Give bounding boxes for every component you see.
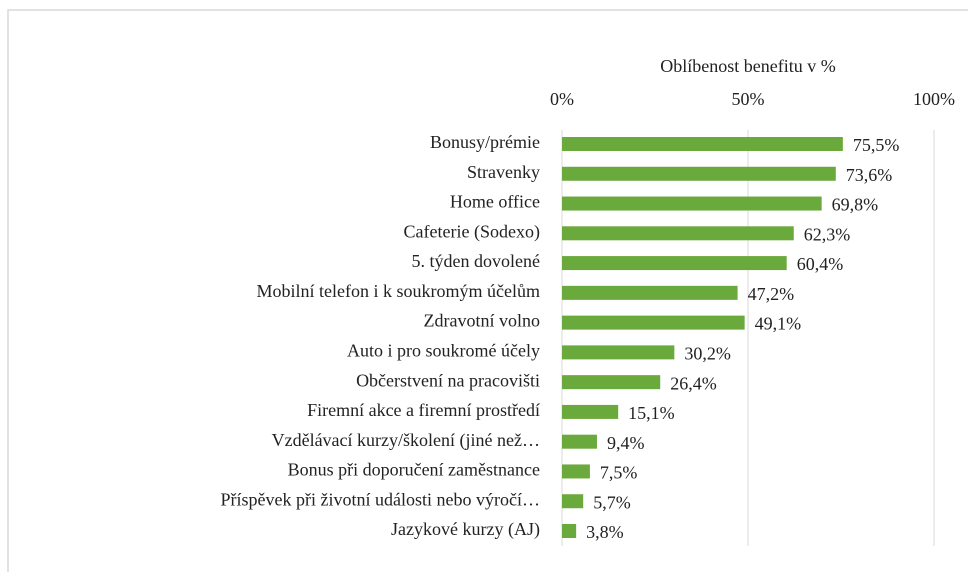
chart-frame (7, 9, 968, 572)
bar (562, 226, 794, 241)
chart-title: Oblíbenost benefitu v % (660, 56, 835, 76)
bar (562, 196, 822, 211)
bar (562, 375, 661, 390)
value-label: 75,5% (853, 135, 900, 155)
bar (562, 404, 619, 419)
y-tick-label: Jazykové kurzy (AJ) (391, 519, 540, 540)
bar (562, 256, 787, 271)
bar (562, 524, 577, 538)
y-tick-label: Zdravotní volno (424, 311, 540, 331)
bar (562, 494, 584, 509)
y-tick-label: Občerstvení na pracovišti (356, 370, 540, 390)
value-label: 9,4% (607, 433, 645, 453)
y-tick-label: Auto i pro soukromé účely (347, 341, 540, 361)
x-tick-label: 0% (550, 89, 574, 109)
y-tick-label: Bonus při doporučení zaměstnance (288, 460, 540, 480)
value-label: 7,5% (600, 463, 638, 483)
value-label: 30,2% (684, 344, 731, 364)
y-tick-label: 5. týden dovolené (412, 251, 540, 271)
value-label: 26,4% (670, 373, 717, 393)
value-label: 15,1% (628, 403, 675, 423)
y-tick-label: Bonusy/prémie (430, 132, 540, 152)
bar (562, 464, 590, 479)
value-label: 73,6% (846, 165, 893, 185)
y-tick-label: Cafeterie (Sodexo) (404, 221, 540, 242)
x-tick-label: 100% (913, 89, 955, 109)
bar (562, 315, 745, 330)
bar (562, 285, 738, 300)
value-label: 69,8% (832, 195, 879, 215)
bar (562, 434, 597, 449)
y-tick-label: Vzdělávací kurzy/školení (jiné než… (272, 430, 540, 451)
value-label: 47,2% (748, 284, 795, 304)
bar (562, 166, 836, 181)
value-label: 62,3% (804, 224, 851, 244)
value-label: 5,7% (593, 492, 631, 512)
bar (562, 137, 843, 151)
value-label: 60,4% (797, 254, 844, 274)
y-tick-label: Firemní akce a firemní prostředí (307, 400, 540, 420)
bar (562, 345, 675, 360)
y-tick-label: Home office (450, 192, 540, 212)
y-tick-label: Příspěvek při životní události nebo výro… (221, 489, 540, 509)
x-tick-label: 50% (732, 89, 765, 109)
value-label: 3,8% (586, 522, 624, 542)
value-label: 49,1% (755, 314, 802, 334)
y-tick-label: Stravenky (467, 162, 540, 182)
y-tick-label: Mobilní telefon i k soukromým účelům (257, 281, 540, 301)
